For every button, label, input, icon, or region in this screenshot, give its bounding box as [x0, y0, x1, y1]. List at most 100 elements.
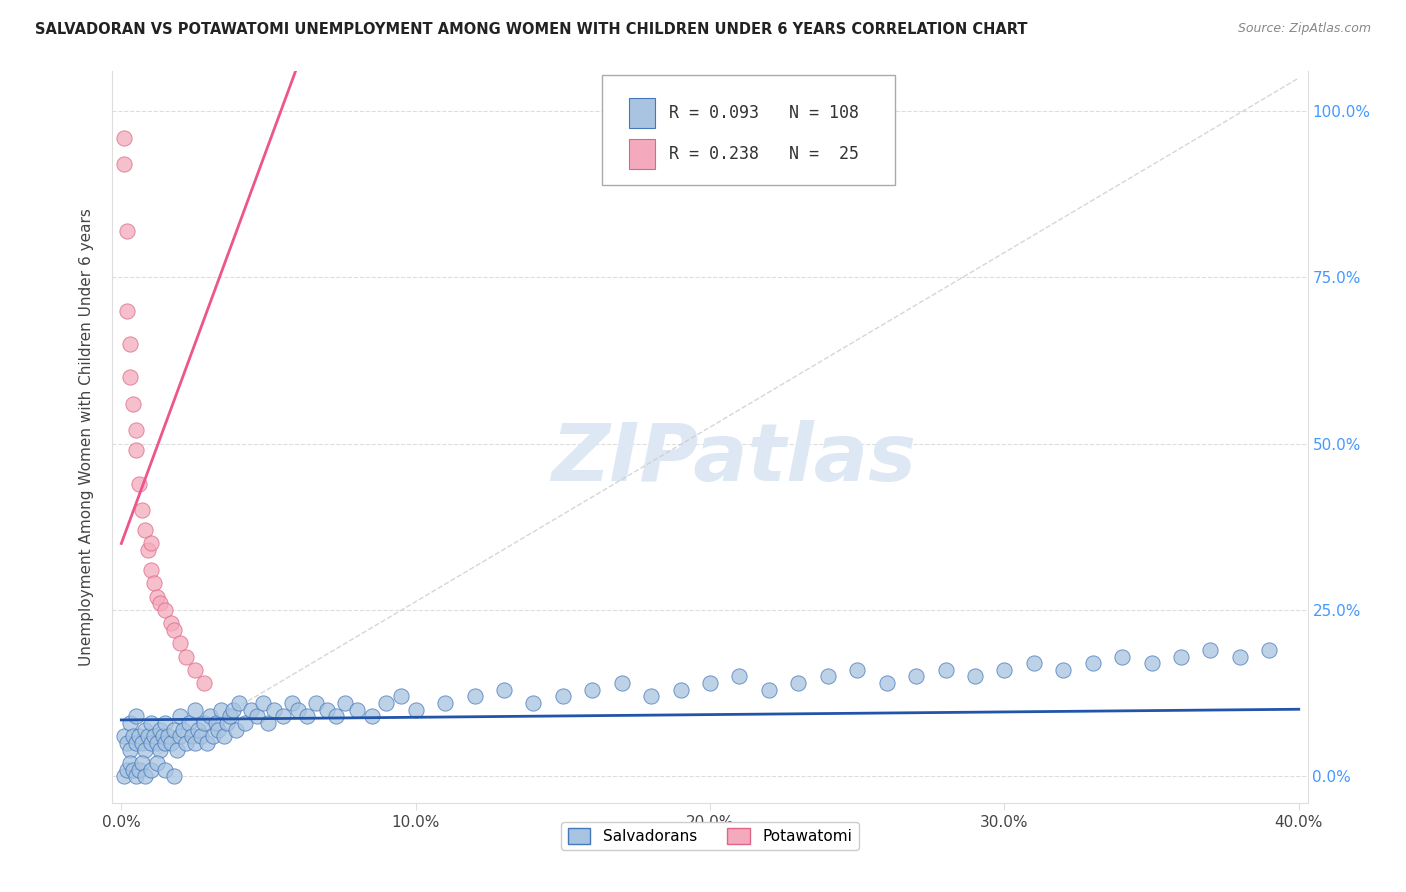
Point: [464, 690, 486, 704]
Point: [115, 736, 138, 750]
Point: [181, 729, 204, 743]
Point: [120, 337, 142, 351]
Point: [610, 676, 633, 690]
FancyBboxPatch shape: [603, 75, 896, 185]
Point: [522, 696, 544, 710]
Point: [128, 729, 150, 743]
Point: [163, 623, 186, 637]
Point: [125, 709, 148, 723]
Point: [115, 303, 138, 318]
Point: [155, 716, 177, 731]
Point: [125, 443, 148, 458]
Point: [148, 596, 170, 610]
Text: ZIPatlas: ZIPatlas: [551, 420, 917, 498]
Point: [120, 370, 142, 384]
Point: [134, 742, 156, 756]
Point: [271, 709, 294, 723]
Point: [152, 729, 174, 743]
Point: [492, 682, 515, 697]
Point: [214, 729, 236, 743]
Point: [389, 690, 412, 704]
Point: [204, 716, 226, 731]
Point: [190, 729, 212, 743]
Point: [169, 729, 191, 743]
Point: [360, 709, 382, 723]
Point: [115, 763, 138, 777]
Point: [195, 736, 218, 750]
Point: [131, 503, 153, 517]
Point: [551, 690, 574, 704]
Point: [934, 663, 956, 677]
Point: [139, 736, 162, 750]
Point: [160, 616, 183, 631]
Point: [193, 676, 215, 690]
Point: [145, 736, 167, 750]
Bar: [628, 98, 655, 128]
Text: R = 0.093   N = 108: R = 0.093 N = 108: [669, 104, 859, 122]
Point: [581, 682, 603, 697]
Point: [112, 729, 135, 743]
Point: [125, 736, 148, 750]
Point: [346, 703, 368, 717]
Text: SALVADORAN VS POTAWATOMI UNEMPLOYMENT AMONG WOMEN WITH CHILDREN UNDER 6 YEARS CO: SALVADORAN VS POTAWATOMI UNEMPLOYMENT AM…: [35, 22, 1028, 37]
Point: [201, 729, 224, 743]
Point: [758, 682, 780, 697]
Point: [228, 696, 250, 710]
Point: [434, 696, 457, 710]
Point: [122, 763, 145, 777]
Point: [145, 756, 167, 770]
Point: [169, 709, 191, 723]
Point: [209, 703, 232, 717]
Point: [287, 703, 309, 717]
Bar: [628, 139, 655, 169]
Point: [316, 703, 339, 717]
Point: [142, 576, 165, 591]
Point: [163, 723, 186, 737]
Point: [263, 703, 285, 717]
Point: [169, 636, 191, 650]
Point: [139, 763, 162, 777]
Point: [699, 676, 721, 690]
Point: [128, 763, 150, 777]
Point: [155, 736, 177, 750]
Point: [128, 476, 150, 491]
Point: [222, 703, 245, 717]
Point: [184, 736, 207, 750]
Point: [217, 716, 239, 731]
Point: [304, 696, 326, 710]
Y-axis label: Unemployment Among Women with Children Under 6 years: Unemployment Among Women with Children U…: [79, 208, 94, 666]
Point: [246, 709, 269, 723]
Point: [160, 736, 183, 750]
Point: [728, 669, 751, 683]
Point: [1140, 656, 1163, 670]
Point: [198, 709, 221, 723]
Point: [142, 729, 165, 743]
Point: [640, 690, 662, 704]
Point: [125, 424, 148, 438]
Point: [174, 736, 197, 750]
Point: [163, 769, 186, 783]
Point: [375, 696, 398, 710]
Point: [876, 676, 898, 690]
Point: [1199, 643, 1222, 657]
Point: [225, 723, 247, 737]
Point: [1170, 649, 1192, 664]
Point: [120, 716, 142, 731]
Point: [1258, 643, 1281, 657]
Point: [207, 723, 229, 737]
Point: [405, 703, 427, 717]
Point: [187, 723, 209, 737]
Legend: Salvadorans, Potawatomi: Salvadorans, Potawatomi: [561, 822, 859, 850]
Point: [112, 131, 135, 145]
Point: [112, 157, 135, 171]
Point: [115, 224, 138, 238]
Point: [1111, 649, 1133, 664]
Point: [172, 723, 194, 737]
Point: [134, 523, 156, 537]
Point: [122, 729, 145, 743]
Point: [122, 397, 145, 411]
Point: [155, 763, 177, 777]
Point: [905, 669, 928, 683]
Point: [120, 742, 142, 756]
Point: [669, 682, 692, 697]
